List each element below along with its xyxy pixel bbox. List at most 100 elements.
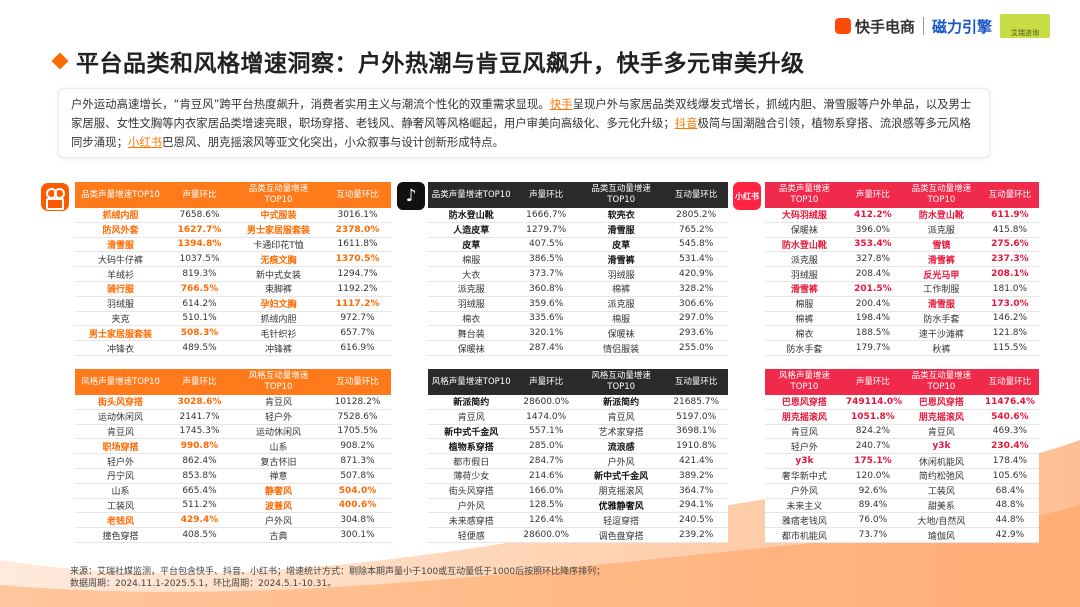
table-cell: 1279.7% [514,222,578,238]
table-cell: 防水登山靴 [901,208,981,223]
table-row: 街头风穿搭 166.0% 朋克摇滚风 364.7% [428,483,728,499]
table-cell: 386.5% [514,251,578,268]
table-row: 骑行服 766.5% 束脚裤 1192.2% [75,281,391,297]
table-cell: 294.1% [664,498,728,514]
table-cell: 415.8% [980,222,1039,238]
table-cell: 749114.0% [843,395,902,410]
table-cell: 545.8% [664,237,728,253]
table-cell: 老钱风 [75,512,167,529]
table-cell: 240.5% [664,512,728,529]
column-header: 互动量环比 [324,369,391,395]
table-cell: 抓绒内胆 [75,208,167,223]
table-row: 未来感穿搭 126.4% 轻逗穿搭 240.5% [428,512,728,529]
table-cell: 丹宁风 [75,468,167,484]
table-row: 轻户外 862.4% 复古怀旧 871.3% [75,453,391,469]
table-cell: 120.0% [843,468,902,484]
table-cell: 208.1% [980,266,1039,282]
table-cell: 21685.7% [664,395,728,410]
table-cell: 73.7% [843,527,902,543]
table-cell: 植物系穿搭 [428,438,515,455]
table-row: 新中式千金风 557.1% 艺术家穿搭 3698.1% [428,424,728,440]
table-cell: 2378.0% [324,222,391,238]
table-cell: 68.4% [980,483,1039,499]
table-row: 工装风 511.2% 波普风 400.6% [75,498,391,514]
table-row: 保暖袜 396.0% 派克服 415.8% [765,222,1039,238]
table-cell: 1666.7% [514,208,578,223]
table-row: 都市机能风 73.7% 瑜伽风 42.9% [765,527,1039,543]
table-cell: 198.4% [843,311,902,327]
table-cell: 510.1% [166,311,233,327]
table-cell: 大地/自然风 [901,512,981,529]
table-cell: 489.5% [166,340,233,356]
table-cell: 557.1% [514,424,578,440]
table-row: 派克服 327.8% 滑雪裤 237.3% [765,251,1039,268]
logo-bar: 快手电商 磁力引擎 艾瑞咨询 [834,14,1050,38]
table-cell: 户外风 [577,453,665,469]
table-cell: 200.4% [843,296,902,312]
iresearch-logo: 艾瑞咨询 [1000,14,1050,38]
table-row: 街头风穿搭 3028.6% 肯豆风 10128.2% [75,395,391,410]
kuaishou-category-table: 品类声量增速TOP10 声量环比 品类互动量增速TOP10 互动量环比 抓绒内胆 7658… [75,182,391,356]
table-cell: 棉服 [577,311,665,327]
table-cell: 1745.3% [166,424,233,440]
table-cell: 3698.1% [664,424,728,440]
column-header: 品类互动量增速TOP10 [901,369,981,395]
table-cell: 214.6% [514,468,578,484]
table-cell: 抓绒内胆 [232,311,324,327]
table-cell: 撞色穿搭 [75,527,167,543]
table-row: 大码羽绒服 412.2% 防水登山靴 611.9% [765,208,1039,223]
table-cell: 反光马甲 [901,266,981,282]
table-cell: 中式服装 [232,208,324,223]
table-cell: 羽绒服 [428,296,515,312]
cili-engine-logo: 磁力引擎 [931,17,992,36]
table-cell: 都市假日 [428,453,515,469]
table-cell: 朋克摇滚风 [765,409,844,425]
table-cell: 棉衣 [765,325,844,342]
table-cell: 237.3% [980,251,1039,268]
table-header-row: 风格声量增速TOP10 声量环比 风格互动量增速TOP10 互动量环比 [428,369,728,395]
table-row: 冲锋衣 489.5% 冲锋裤 616.9% [75,340,391,356]
table-cell: 2805.2% [664,208,728,223]
table-cell: y3k [901,438,981,455]
table-row: 都市假日 284.7% 户外风 421.4% [428,453,728,469]
table-cell: 178.4% [980,453,1039,469]
table-cell: 奢华新中式 [765,468,844,484]
table-cell: 轻逗穿搭 [577,512,665,529]
table-cell: 无痕文胸 [232,251,324,268]
table-cell: 28600.0% [514,527,578,543]
table-row: 户外风 128.5% 优雅静奢风 294.1% [428,498,728,514]
table-cell: 棉裤 [765,311,844,327]
table-cell: 766.5% [166,281,233,297]
table-cell: 275.6% [980,237,1039,253]
table-cell: 薄荷少女 [428,468,515,484]
table-cell: 201.5% [843,281,902,297]
table-row: 男士家居服套装 508.3% 毛针织衫 657.7% [75,325,391,342]
kuaishou-ecom-logo: 快手电商 [834,16,915,37]
table-cell: 1037.5% [166,251,233,268]
table-cell: 防水登山靴 [428,208,515,223]
table-cell: 朋克摇滚风 [577,483,665,499]
table-cell: y3k [765,453,844,469]
table-cell: 街头风穿搭 [75,395,167,410]
table-row: 滑雪服 1394.8% 卡通印花T恤 1611.8% [75,237,391,253]
table-cell: 毛针织衫 [232,325,324,342]
table-row: 防水手套 179.7% 秋裤 115.5% [765,340,1039,356]
table-cell: 棉裤 [577,281,665,297]
column-header: 品类互动量增速TOP10 [901,182,981,208]
table-cell: 1474.0% [514,409,578,425]
table-cell: 396.0% [843,222,902,238]
table-cell: 情侣服装 [577,340,665,356]
table-cell: 665.4% [166,483,233,499]
table-cell: 908.2% [324,438,391,455]
summary-box: 户外运动高速增长，“肯豆风”跨平台热度飙升，消费者实用主义与潮流个性化的双重需求… [58,88,990,158]
table-row: 大码牛仔裤 1037.5% 无痕文胸 1370.5% [75,251,391,268]
table-cell: 轻户外 [765,438,844,455]
table-cell: 611.9% [980,208,1039,223]
table-cell: 防水手套 [901,311,981,327]
table-cell: 轻户外 [232,409,324,425]
table-row: 棉衣 188.5% 速干沙滩裤 121.8% [765,325,1039,342]
table-row: 防水登山靴 353.4% 雪镜 275.6% [765,237,1039,253]
table-cell: 364.7% [664,483,728,499]
table-cell: 新中式千金风 [577,468,665,484]
